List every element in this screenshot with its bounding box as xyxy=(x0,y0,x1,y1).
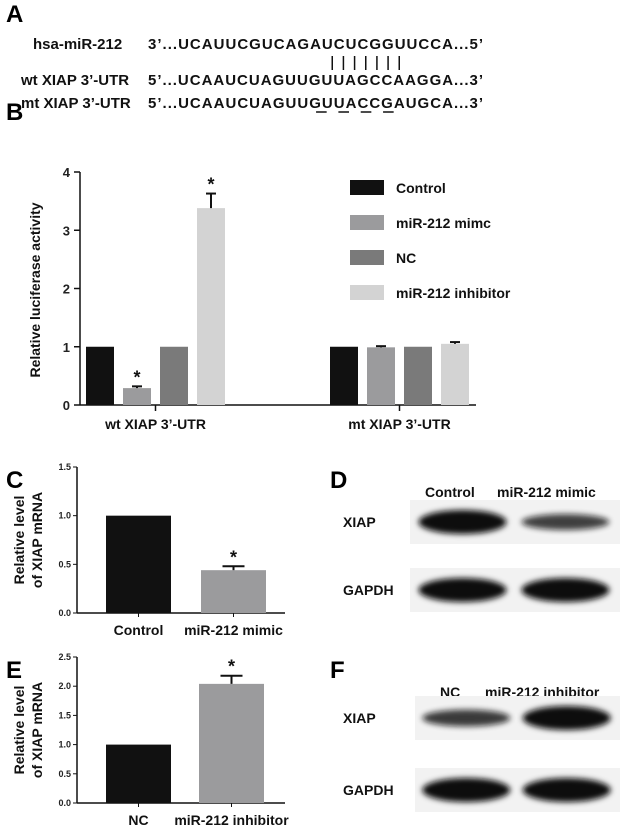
y-tick-label: 3 xyxy=(63,223,70,238)
bar xyxy=(201,570,266,613)
y-tick-label: 0.0 xyxy=(58,608,71,618)
y-tick-label: 0.5 xyxy=(58,769,71,779)
y-tick-label: 0 xyxy=(63,398,70,413)
y-tick-label: 2 xyxy=(63,282,70,297)
protein-band xyxy=(522,778,611,802)
y-tick-label: 1.0 xyxy=(58,740,71,750)
panel-label-a: A xyxy=(6,1,23,28)
protein-band xyxy=(422,778,511,802)
y-tick-label: 1 xyxy=(63,340,70,355)
panel-label-d: D xyxy=(330,467,347,494)
legend-swatch xyxy=(350,215,384,230)
legend-swatch xyxy=(350,285,384,300)
legend-label: NC xyxy=(396,250,416,266)
significance-star: * xyxy=(228,657,235,677)
y-axis-label: Relative level xyxy=(11,686,27,775)
bar xyxy=(123,388,151,405)
lane-label: Control xyxy=(425,484,475,500)
significance-star: * xyxy=(230,547,237,567)
seq-name-mt: mt XIAP 3’-UTR xyxy=(21,95,131,112)
bar xyxy=(86,346,114,405)
y-axis-label: Relative luciferase activity xyxy=(27,202,43,377)
y-axis-label: of XIAP mRNA xyxy=(29,682,45,778)
bar xyxy=(197,208,225,405)
bar xyxy=(404,346,432,405)
significance-star: * xyxy=(133,367,140,387)
y-tick-label: 0.0 xyxy=(58,798,71,808)
seq-name-wt: wt XIAP 3’-UTR xyxy=(20,72,129,89)
protein-band xyxy=(418,510,507,534)
legend-label: miR-212 inhibitor xyxy=(396,285,511,301)
base-pair-lines xyxy=(316,56,400,113)
legend-swatch xyxy=(350,180,384,195)
x-tick-label: miR-212 inhibitor xyxy=(174,812,289,828)
seq-mt: 5’...UCAAUCUAGUUGUUACCGAUGCA...3’ xyxy=(148,95,483,112)
protein-label: XIAP xyxy=(343,514,376,530)
bar xyxy=(199,683,264,803)
y-tick-label: 4 xyxy=(63,165,71,180)
panel-label-e: E xyxy=(6,657,22,684)
x-tick-label: mt XIAP 3’-UTR xyxy=(348,416,450,432)
legend-label: Control xyxy=(396,180,446,196)
protein-band xyxy=(522,706,611,730)
x-tick-label: miR-212 mimic xyxy=(184,622,283,638)
protein-label: XIAP xyxy=(343,710,376,726)
legend-label: miR-212 mimc xyxy=(396,215,491,231)
bar xyxy=(106,515,171,613)
chart-b: 0 1 2 3 4 Relative luciferase activity * * wt XI… xyxy=(27,165,511,432)
panel-label-b: B xyxy=(6,99,23,126)
protein-label: GAPDH xyxy=(343,582,394,598)
significance-star: * xyxy=(207,175,214,195)
protein-band xyxy=(418,578,507,602)
legend-swatch xyxy=(350,250,384,265)
chart-c: 0.0 0.5 1.0 1.5 Relative level of XIAP mRNA Co… xyxy=(11,462,285,638)
y-axis-label: Relative level xyxy=(11,496,27,585)
lane-label: miR-212 mimic xyxy=(497,484,596,500)
y-tick-label: 2.5 xyxy=(58,652,71,662)
y-tick-label: 1.0 xyxy=(58,511,71,521)
western-blot-d: Control miR-212 mimic XIAP GAPDH xyxy=(343,484,620,612)
x-tick-label: wt XIAP 3’-UTR xyxy=(104,416,206,432)
protein-label: GAPDH xyxy=(343,782,394,798)
bar xyxy=(160,346,188,405)
y-tick-label: 0.5 xyxy=(58,559,71,569)
bar xyxy=(441,343,469,405)
seq-wt: 5’...UCAAUCUAGUUGUUAGCCAAGGA...3’ xyxy=(148,72,483,89)
seq-name-mir212: hsa-miR-212 xyxy=(33,36,122,53)
seq-mir212: 3’...UCAUUCGUCAGAUCUCGGUUCCA...5’ xyxy=(148,36,483,53)
bar xyxy=(106,744,171,803)
protein-band xyxy=(521,578,610,602)
bar xyxy=(330,346,358,405)
panel-label-f: F xyxy=(330,657,345,684)
bar xyxy=(367,347,395,405)
y-tick-label: 2.0 xyxy=(58,681,71,691)
y-tick-label: 1.5 xyxy=(58,710,71,720)
protein-band xyxy=(422,709,511,727)
protein-band xyxy=(521,514,610,530)
x-tick-label: Control xyxy=(114,622,164,638)
y-axis-label: of XIAP mRNA xyxy=(29,492,45,588)
panel-label-c: C xyxy=(6,467,23,494)
chart-e: 0.0 0.5 1.0 1.5 2.0 2.5 Relative level of XIAP … xyxy=(11,652,289,828)
x-tick-label: NC xyxy=(128,812,148,828)
y-tick-label: 1.5 xyxy=(58,462,71,472)
